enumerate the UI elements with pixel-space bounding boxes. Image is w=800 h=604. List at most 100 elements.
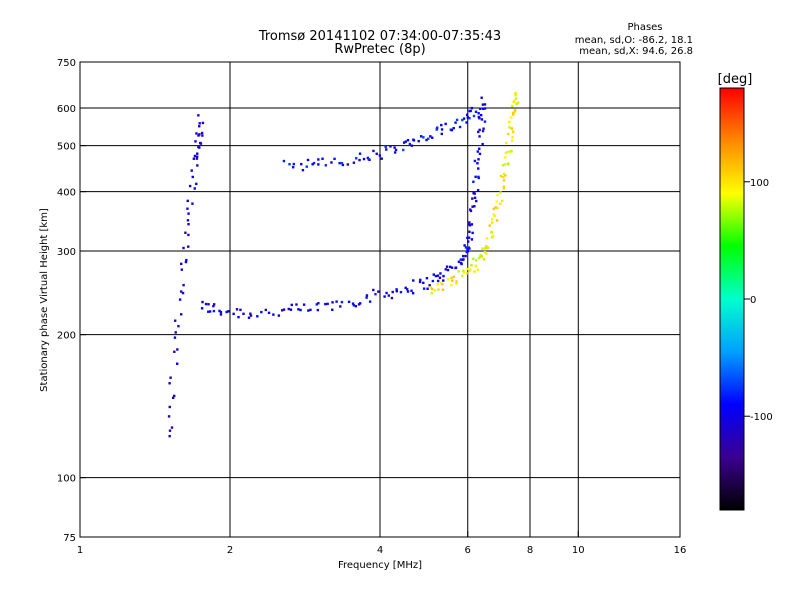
colorbar-label: [deg]: [718, 72, 753, 87]
data-point: [470, 106, 474, 110]
data-point: [507, 132, 510, 136]
data-point: [479, 253, 482, 257]
data-point: [512, 111, 515, 115]
data-point: [358, 158, 361, 162]
data-point: [452, 126, 455, 130]
data-point: [471, 197, 474, 200]
data-point: [404, 286, 407, 290]
data-point: [197, 125, 201, 128]
data-point: [207, 303, 210, 306]
data-point: [201, 300, 204, 304]
data-point: [482, 127, 485, 130]
data-point: [391, 290, 394, 294]
data-point: [200, 131, 204, 135]
data-point: [480, 118, 484, 121]
data-point: [436, 283, 439, 286]
data-point: [404, 140, 407, 143]
data-point: [173, 319, 177, 322]
chart-subtitle: RwPretec (8p): [334, 42, 425, 57]
data-point: [450, 266, 454, 269]
data-point: [466, 250, 470, 253]
data-point: [272, 313, 275, 316]
data-point: [305, 165, 308, 168]
data-point: [333, 157, 336, 161]
y-tick-label: 100: [57, 474, 76, 485]
data-point: [483, 250, 487, 254]
data-point: [444, 268, 447, 271]
data-point: [193, 187, 196, 190]
data-point: [477, 112, 480, 115]
data-point: [340, 300, 344, 304]
data-point: [316, 308, 320, 312]
data-point: [299, 308, 302, 312]
data-point: [457, 260, 461, 263]
data-point: [459, 261, 463, 265]
data-point: [436, 126, 439, 129]
data-point: [184, 260, 188, 264]
data-point: [513, 110, 516, 114]
data-point: [472, 257, 475, 261]
data-point: [495, 200, 498, 203]
legend-line-x: mean, sd,X: 94.6, 26.8: [579, 46, 693, 57]
colorbar-tick-label: -100: [750, 412, 773, 423]
data-point: [365, 294, 369, 297]
data-point: [428, 284, 431, 287]
data-point: [405, 288, 409, 291]
data-point: [326, 302, 329, 306]
data-point: [292, 162, 296, 166]
data-point: [466, 116, 469, 119]
data-point: [187, 245, 190, 248]
data-point: [499, 191, 502, 194]
data-point: [384, 145, 387, 148]
data-point: [461, 118, 464, 122]
x-tick-label: 2: [227, 545, 233, 556]
data-point: [417, 139, 420, 143]
data-point: [195, 182, 198, 186]
data-point: [411, 292, 415, 295]
colorbar-tick-label: 0: [750, 295, 756, 306]
data-point: [301, 168, 305, 172]
data-point: [493, 214, 496, 218]
data-point: [287, 307, 290, 311]
data-point: [462, 271, 466, 274]
data-point: [474, 264, 478, 268]
data-point: [187, 212, 190, 215]
data-point: [468, 230, 471, 234]
data-point: [173, 350, 176, 353]
data-point: [466, 247, 469, 251]
x-tick-label: 6: [465, 545, 471, 556]
data-point: [478, 152, 482, 156]
data-point: [468, 221, 471, 224]
data-point: [476, 162, 479, 165]
data-point: [513, 109, 517, 112]
y-axis-label: Stationary phase Virtual Height [km]: [39, 208, 50, 392]
data-point: [169, 376, 172, 379]
data-point: [431, 136, 434, 139]
data-point: [235, 308, 239, 311]
data-point: [436, 274, 440, 277]
data-point: [446, 268, 450, 272]
data-point: [477, 158, 480, 161]
data-point: [309, 308, 312, 312]
data-point: [178, 298, 182, 301]
data-point: [324, 164, 328, 167]
data-point: [365, 296, 368, 299]
data-point: [429, 286, 432, 289]
data-point: [260, 310, 263, 314]
data-point: [194, 140, 197, 143]
data-point: [174, 331, 177, 334]
data-point: [168, 434, 171, 438]
data-point: [492, 213, 495, 216]
data-point: [471, 205, 474, 208]
data-point: [511, 130, 515, 133]
data-point: [173, 336, 177, 339]
data-point: [418, 280, 422, 284]
data-point: [457, 270, 460, 273]
data-point: [212, 309, 216, 313]
data-point: [485, 245, 488, 248]
data-point: [425, 138, 428, 142]
data-point: [339, 305, 342, 308]
data-point: [502, 175, 505, 179]
data-point: [481, 103, 485, 106]
data-point: [431, 279, 435, 283]
